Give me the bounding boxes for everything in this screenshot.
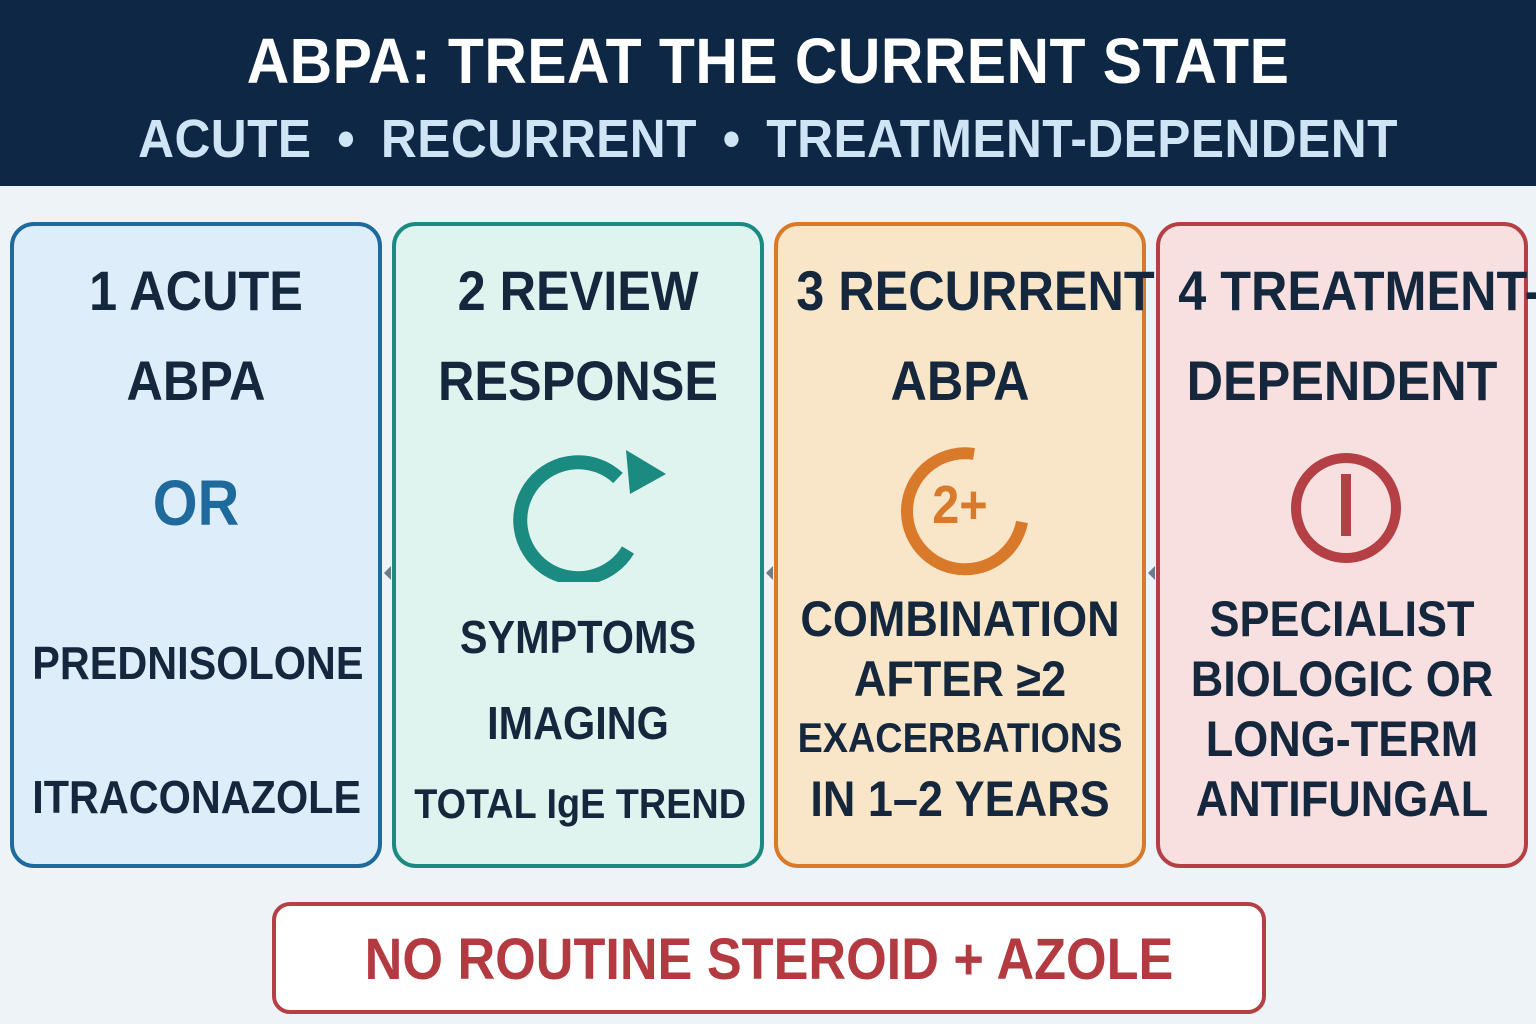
recurrent-detail: AFTER ≥2 xyxy=(853,651,1067,707)
power-stop-icon xyxy=(1291,453,1401,563)
step-heading: 3 RECURRENT xyxy=(796,259,1155,322)
subtitle-acute: ACUTE xyxy=(138,109,312,169)
step-heading: 2 REVIEW xyxy=(457,259,699,322)
or-connector: OR xyxy=(152,467,240,539)
step-heading: 1 ACUTE xyxy=(89,259,303,322)
step-heading: 4 TREATMENT- xyxy=(1178,259,1536,322)
step-heading: ABPA xyxy=(890,349,1030,412)
page-title: ABPA: TREAT THE CURRENT STATE xyxy=(246,25,1290,97)
dependent-detail: LONG-TERM xyxy=(1205,711,1479,767)
step-card-acute: 1 ACUTE ABPA OR PREDNISOLONE ITRACONAZOL… xyxy=(10,222,382,868)
counter-icon xyxy=(901,447,1028,576)
recurrent-detail: COMBINATION xyxy=(800,591,1120,647)
step-heading: RESPONSE xyxy=(437,349,719,412)
subtitle-treatment-dependent: TREATMENT-DEPENDENT xyxy=(766,109,1398,169)
warning-banner: NO ROUTINE STEROID + AZOLE xyxy=(272,902,1266,1014)
flow-arrow-icon xyxy=(384,566,391,580)
recurrent-detail: IN 1–2 YEARS xyxy=(810,771,1110,827)
dependent-detail: ANTIFUNGAL xyxy=(1195,771,1489,827)
review-item: TOTAL IgE TREND xyxy=(414,780,747,827)
treatment-option: PREDNISOLONE xyxy=(32,637,364,689)
step-heading: DEPENDENT xyxy=(1186,349,1498,412)
counter-label: 2+ xyxy=(932,475,988,535)
review-item: SYMPTOMS xyxy=(459,611,697,663)
step-card-treatment-dependent: 4 TREATMENT- DEPENDENT SPECIALIST BIOLOG… xyxy=(1156,222,1536,868)
header-banner: ABPA: TREAT THE CURRENT STATE ACUTE • RECU… xyxy=(0,0,1536,186)
flow-arrow-icon xyxy=(1148,566,1155,580)
step-heading: ABPA xyxy=(126,349,266,412)
subtitle-separator: • xyxy=(722,109,741,169)
dependent-detail: SPECIALIST xyxy=(1209,591,1475,647)
warning-text: NO ROUTINE STEROID + AZOLE xyxy=(364,927,1174,992)
review-item: IMAGING xyxy=(487,697,669,749)
cycle-arrow-icon xyxy=(513,450,666,582)
recurrent-detail: EXACERBATIONS xyxy=(797,714,1123,761)
subtitle-separator: • xyxy=(337,109,356,169)
step-card-recurrent: 3 RECURRENT ABPA 2+ COMBINATION AFTER ≥2… xyxy=(774,222,1155,868)
subtitle-recurrent: RECURRENT xyxy=(380,109,697,169)
dependent-detail: BIOLOGIC OR xyxy=(1190,651,1494,707)
flow-arrow-icon xyxy=(766,566,773,580)
page-subtitle: ACUTE • RECURRENT • TREATMENT-DEPENDENT xyxy=(61,108,1474,170)
treatment-option: ITRACONAZOLE xyxy=(32,771,362,823)
step-card-review: 2 REVIEW RESPONSE SYMPTOMS IMAGING TOTAL… xyxy=(392,222,764,868)
